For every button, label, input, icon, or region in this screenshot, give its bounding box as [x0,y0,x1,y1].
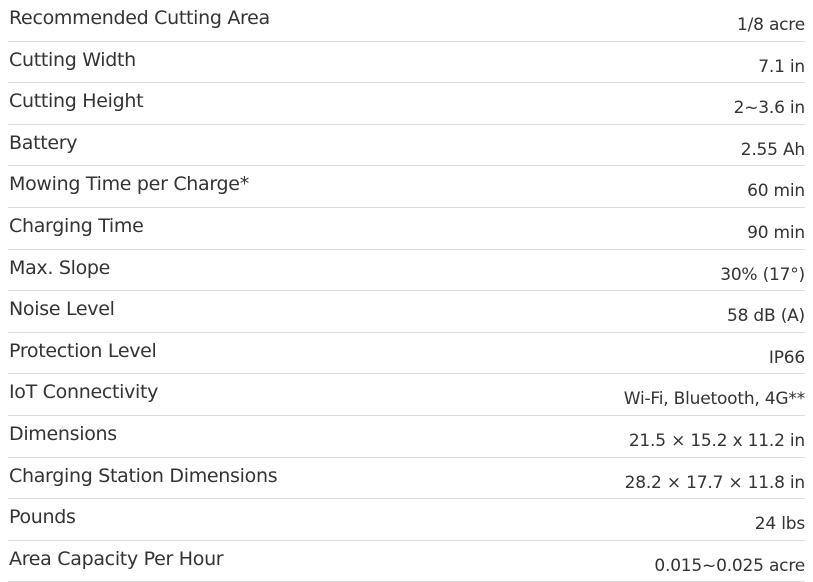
spec-value: 58 dB (A) [727,306,805,327]
spec-row: Cutting Width 7.1 in [8,42,805,84]
spec-row: Mowing Time per Charge* 60 min [8,166,805,208]
spec-label: Charging Time [9,214,144,237]
spec-row: Dimensions 21.5 × 15.2 x 11.2 in [8,416,805,458]
spec-label: Recommended Cutting Area [9,7,270,29]
spec-label: Protection Level [9,339,157,362]
spec-value: IP66 [768,347,805,368]
spec-value: 7.1 in [758,56,805,77]
spec-row: Charging Time 90 min [8,208,805,250]
spec-row: Protection Level IP66 [8,333,805,375]
spec-label: Cutting Height [9,90,144,113]
spec-value: 30% (17°) [720,264,805,285]
spec-value: 1/8 acre [736,15,805,35]
spec-row: Max. Slope 30% (17°) [8,250,805,292]
spec-label: Mowing Time per Charge* [9,173,249,196]
spec-value: 90 min [747,222,805,243]
spec-value: 28.2 × 17.7 × 11.8 in [624,472,806,493]
spec-row: IoT Connectivity Wi-Fi, Bluetooth, 4G** [8,374,805,416]
spec-value: 2.55 Ah [740,139,805,160]
spec-value: 21.5 × 15.2 x 11.2 in [628,430,805,451]
spec-label: Noise Level [9,298,115,321]
spec-row: Pounds 24 lbs [8,499,805,541]
spec-label: Battery [9,131,78,154]
spec-label: IoT Connectivity [9,381,159,404]
spec-row: Recommended Cutting Area 1/8 acre [8,0,805,42]
spec-value: 0.015~0.025 acre [654,555,805,576]
spec-value: 24 lbs [754,514,805,535]
spec-row: Cutting Height 2~3.6 in [8,83,805,125]
spec-label: Dimensions [9,422,117,445]
spec-label: Max. Slope [9,256,111,279]
spec-row: Battery 2.55 Ah [8,125,805,167]
spec-label: Area Capacity Per Hour [9,547,224,570]
spec-label: Charging Station Dimensions [9,464,278,487]
spec-row: Noise Level 58 dB (A) [8,291,805,333]
spec-value: 2~3.6 in [733,98,806,119]
spec-value: 60 min [747,181,805,202]
spec-table: Recommended Cutting Area 1/8 acre Cutting … [8,0,805,582]
spec-row: Area Capacity Per Hour 0.015~0.025 acre [8,541,805,582]
spec-value: Wi-Fi, Bluetooth, 4G** [623,389,805,410]
spec-row: Charging Station Dimensions 28.2 × 17.7 ×… [8,458,805,500]
spec-label: Cutting Width [9,48,136,71]
spec-label: Pounds [9,506,76,529]
